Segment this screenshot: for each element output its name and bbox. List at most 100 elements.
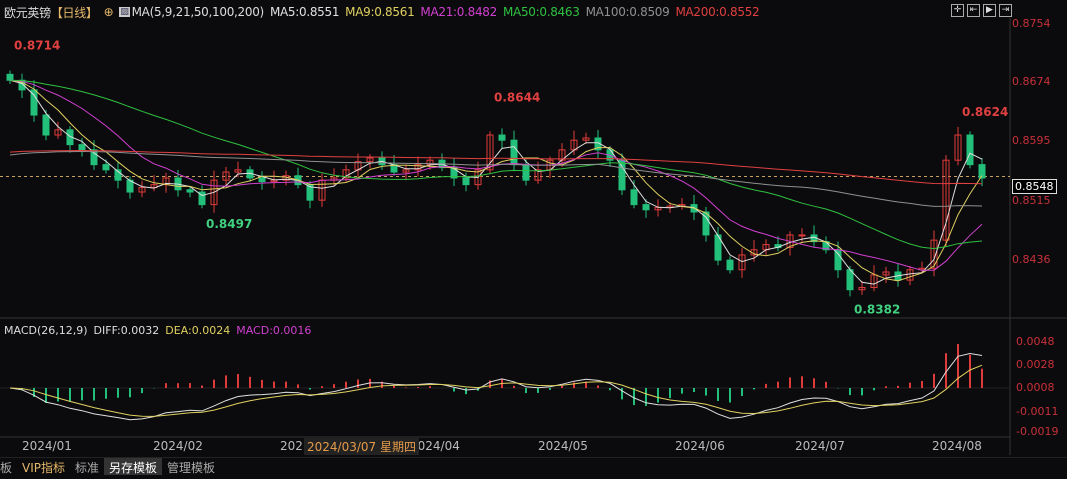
date-tick: 202: [280, 439, 303, 453]
ma100-value: MA100:0.8509: [585, 5, 670, 19]
candle-body: [78, 144, 86, 151]
settings-icon[interactable]: ⊕: [103, 5, 114, 19]
candle-body: [6, 73, 14, 81]
date-tick: 2024/05: [538, 439, 588, 453]
ma-line-4: [9, 150, 983, 207]
candle-body: [138, 187, 146, 193]
macd-dea: DEA:0.0024: [165, 324, 231, 337]
date-tick: 2024/04: [410, 439, 460, 453]
price-tick: 0.8436: [1012, 253, 1051, 266]
macd-diff: DIFF:0.0032: [93, 324, 160, 337]
ma9-value: MA9:0.8561: [345, 5, 415, 19]
candle-body: [726, 259, 734, 271]
tab-save-template[interactable]: 另存模板: [104, 458, 163, 475]
candle-body: [942, 159, 950, 241]
candle-body: [798, 234, 806, 237]
candle-body: [486, 134, 494, 171]
price-annotation: 0.8714: [14, 39, 60, 53]
period-label[interactable]: 【日线】: [50, 5, 98, 20]
date-axis: 2024/01 2024/02 202 2024/04 2024/05 2024…: [0, 438, 1010, 455]
ma21-value: MA21:0.8482: [420, 5, 497, 19]
macd-params[interactable]: MACD(26,12,9): [4, 324, 88, 337]
candle-body: [30, 89, 38, 116]
candle-body: [414, 164, 422, 171]
ma-line-3: [9, 79, 983, 250]
date-tick: 2024/08: [932, 439, 982, 453]
current-price-label: 0.8548: [1012, 179, 1057, 194]
candle-body: [198, 191, 206, 206]
symbol-name: 欧元英镑: [4, 5, 51, 20]
price-tick: 0.8595: [1012, 134, 1051, 147]
macd-tick: 0.0048: [1016, 335, 1055, 348]
candle-body: [618, 159, 626, 191]
date-tick: 2024/02: [153, 439, 203, 453]
ma-params[interactable]: MA(5,9,21,50,100,200): [131, 5, 265, 19]
candle-body: [846, 269, 854, 291]
candle-body: [534, 169, 542, 181]
candle-body: [906, 269, 914, 281]
candle-body: [498, 134, 506, 141]
price-annotation: 0.8644: [494, 90, 540, 104]
candle-body: [966, 134, 974, 166]
macd-tick: -0.0011: [1016, 405, 1059, 418]
scroll-right-icon[interactable]: ▶: [983, 4, 996, 17]
candle-body: [858, 287, 866, 291]
macd-header: MACD(26,12,9) DIFF:0.0032 DEA:0.0024 MAC…: [4, 324, 311, 337]
tab-vip-indicators[interactable]: VIP指标: [22, 461, 66, 475]
macd-tick: 0.0028: [1016, 358, 1055, 371]
candle-body: [210, 179, 218, 206]
price-tick: 0.8674: [1012, 75, 1051, 88]
tab-standard[interactable]: 标准: [75, 461, 100, 475]
candle-body: [882, 271, 890, 276]
macd-value: MACD:0.0016: [236, 324, 312, 337]
candle-body: [630, 189, 638, 206]
candle-body: [186, 189, 194, 193]
candle-body: [102, 164, 110, 171]
candle-body: [54, 129, 62, 136]
candle-body: [738, 254, 746, 271]
tab-partial[interactable]: 板: [0, 461, 13, 475]
tab-manage-templates[interactable]: 管理模板: [167, 461, 216, 475]
macd-dea-line: [9, 364, 983, 417]
move-right-icon[interactable]: ⇥: [999, 4, 1012, 17]
candle-body: [366, 157, 374, 163]
candle-body: [258, 177, 266, 183]
ma-line-0: [9, 79, 983, 285]
candle-body: [510, 139, 518, 166]
candle-body: [402, 169, 410, 173]
candle-body: [954, 134, 962, 161]
date-tick: 2024/07: [795, 439, 845, 453]
ma-line-5: [9, 149, 983, 185]
candle-body: [90, 149, 98, 166]
macd-diff-line: [9, 352, 983, 421]
candle-body: [462, 177, 470, 186]
date-tick: 2024/06: [675, 439, 725, 453]
macd-tick: -0.0019: [1016, 425, 1059, 438]
crosshair-date-tooltip: 2024/03/07 星期四: [304, 438, 419, 455]
zoom-in-icon[interactable]: ⇤: [967, 4, 980, 17]
candle-body: [642, 204, 650, 211]
price-tick: 0.8754: [1012, 17, 1051, 30]
ma200-value: MA200:0.8552: [675, 5, 760, 19]
candle-body: [522, 164, 530, 181]
date-tick: 2024/01: [22, 439, 72, 453]
ma50-value: MA50:0.8463: [502, 5, 580, 19]
macd-tick: 0.0008: [1016, 381, 1055, 394]
crosshair-icon[interactable]: ✛: [951, 4, 964, 17]
candle-body: [702, 211, 710, 236]
ma-line-2: [9, 79, 983, 271]
template-tabs: 板 VIP指标 标准 另存模板 管理模板: [0, 457, 1067, 475]
price-annotation: 0.8624: [962, 105, 1008, 119]
chart-header: 欧元英镑 【日线】 ⊕ ▨ MA(5,9,21,50,100,200) MA5:…: [4, 4, 760, 20]
candle-body: [582, 137, 590, 141]
candle-body: [234, 169, 242, 173]
candle-body: [42, 114, 50, 136]
candle-body: [930, 239, 938, 269]
price-annotation: 0.8497: [206, 217, 252, 231]
indicator-icon[interactable]: ▨: [119, 7, 130, 17]
candle-body: [978, 164, 986, 179]
ma5-value: MA5:0.8551: [269, 5, 340, 19]
candle-body: [870, 274, 878, 289]
price-tick: 0.8515: [1012, 194, 1051, 207]
